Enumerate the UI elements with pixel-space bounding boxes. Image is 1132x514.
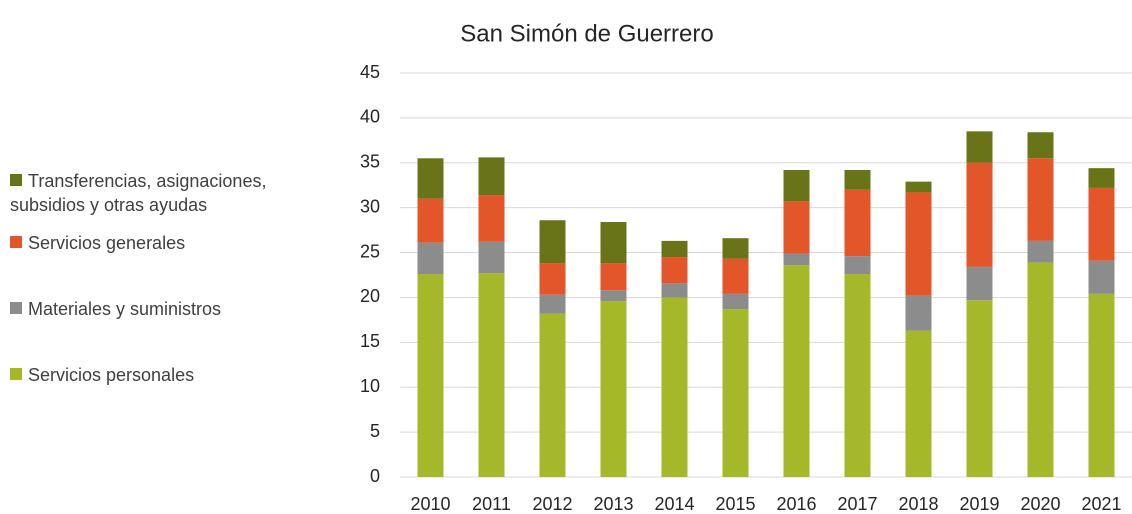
bar-segment: [1088, 168, 1115, 188]
bar-segment: [1027, 132, 1054, 159]
bar-segment: [905, 181, 932, 193]
bar-segment: [417, 158, 444, 199]
bar-segment: [661, 257, 688, 284]
legend-entry: Servicios personales: [10, 363, 330, 387]
legend-label: Servicios personales: [28, 365, 195, 385]
bar-segment: [1088, 293, 1115, 477]
x-tick-label: 2017: [837, 494, 877, 514]
legend-entry: Transferencias, asignaciones, subsidios …: [10, 169, 330, 217]
x-tick-label: 2012: [532, 494, 572, 514]
bar-segment: [966, 131, 993, 163]
legend-entry: Servicios generales: [10, 231, 330, 255]
y-tick-label: 10: [360, 376, 380, 396]
x-tick-label: 2021: [1081, 494, 1121, 514]
bar-segment: [966, 266, 993, 301]
bar-segment: [783, 253, 810, 266]
bar-segment: [1027, 240, 1054, 263]
bar-segment: [966, 162, 993, 267]
y-tick-label: 0: [370, 466, 380, 486]
bar-segment: [844, 169, 871, 190]
bar-segment: [539, 313, 566, 477]
bar-segment: [1027, 262, 1054, 477]
y-tick-label: 15: [360, 331, 380, 351]
legend-swatch: [10, 368, 22, 380]
bar-segment: [966, 300, 993, 477]
x-tick-label: 2011: [472, 494, 511, 514]
chart-title: San Simón de Guerrero: [460, 20, 713, 47]
bar-segment: [478, 273, 505, 477]
legend-entry: Materiales y suministros: [10, 297, 330, 321]
legend-swatch: [10, 236, 22, 248]
bar-segment: [722, 258, 749, 294]
y-tick-label: 5: [370, 421, 380, 441]
bar-segment: [600, 263, 627, 291]
bar-segment: [783, 169, 810, 202]
bar-segment: [905, 295, 932, 331]
bar-segment: [1088, 260, 1115, 294]
y-tick-label: 35: [360, 152, 380, 172]
bar-segment: [478, 241, 505, 274]
bar-segment: [722, 309, 749, 477]
bar-segment: [600, 222, 627, 264]
bar-segment: [844, 189, 871, 257]
legend-label: Materiales y suministros: [28, 299, 222, 319]
bar-segment: [722, 293, 749, 310]
bar-segment: [844, 256, 871, 275]
bar-segment: [783, 201, 810, 254]
bar-segment: [661, 283, 688, 298]
bar-segment: [1027, 158, 1054, 241]
x-tick-label: 2010: [410, 494, 450, 514]
bar-segment: [417, 242, 444, 275]
bar-segment: [478, 157, 505, 196]
bar-segment: [905, 330, 932, 477]
y-tick-label: 40: [360, 107, 380, 127]
bar-segment: [539, 220, 566, 264]
x-tick-label: 2019: [959, 494, 999, 514]
y-tick-label: 30: [360, 196, 380, 216]
legend-label: Transferencias, asignaciones, subsidios …: [10, 171, 267, 215]
x-tick-label: 2020: [1020, 494, 1060, 514]
legend-label: Servicios generales: [28, 233, 186, 253]
y-tick-label: 45: [360, 62, 380, 82]
x-tick-label: 2015: [715, 494, 755, 514]
bar-segment: [1088, 187, 1115, 261]
bar-segment: [539, 294, 566, 314]
bar-segment: [600, 301, 627, 477]
x-tick-label: 2013: [593, 494, 633, 514]
x-tick-label: 2014: [654, 494, 694, 514]
bar-segment: [478, 195, 505, 242]
x-tick-label: 2018: [898, 494, 938, 514]
bar-segment: [417, 198, 444, 243]
legend-swatch: [10, 302, 22, 314]
bar-segment: [417, 274, 444, 477]
bar-segment: [905, 192, 932, 296]
y-tick-label: 25: [360, 241, 380, 261]
x-tick-label: 2016: [776, 494, 816, 514]
bar-segment: [844, 274, 871, 477]
bar-segment: [722, 238, 749, 259]
bar-segment: [539, 263, 566, 295]
bar-segment: [661, 297, 688, 477]
bar-segment: [600, 290, 627, 302]
legend-swatch: [10, 174, 22, 186]
bar-segment: [783, 265, 810, 477]
bar-segment: [661, 240, 688, 258]
y-tick-label: 20: [360, 286, 380, 306]
